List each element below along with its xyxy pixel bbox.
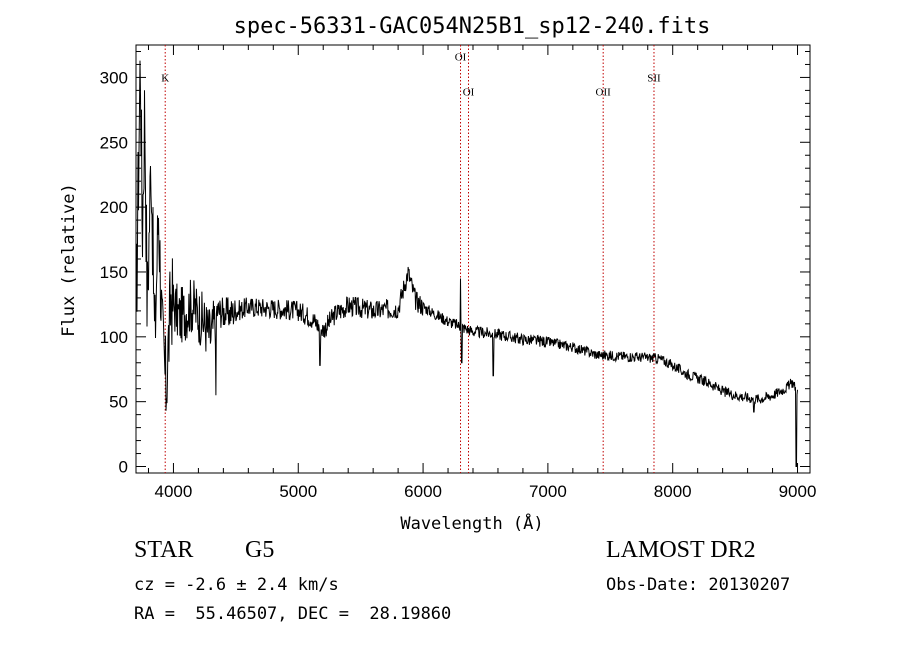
x-tick-label: 5000: [279, 482, 317, 501]
survey-name: LAMOST DR2: [606, 537, 756, 563]
plot-frame: [135, 44, 811, 474]
y-tick-label: 250: [100, 133, 128, 152]
object-class: STAR: [134, 537, 194, 563]
x-tick-label: 9000: [779, 482, 817, 501]
y-tick-label: 150: [100, 263, 128, 282]
line-marker-label: SII: [647, 72, 661, 84]
line-marker-label: OI: [455, 52, 467, 64]
coordinates: RA = 55.46507, DEC = 28.19860: [134, 604, 452, 624]
x-tick-label: 7000: [529, 482, 567, 501]
line-marker-label: K: [161, 72, 169, 84]
y-tick-label: 100: [100, 328, 128, 347]
y-tick-label: 0: [119, 458, 128, 477]
velocity-readout: cz = -2.6 ± 2.4 km/s: [134, 575, 339, 595]
obs-date: Obs-Date: 20130207: [606, 575, 791, 595]
chart-title: spec-56331-GAC054N25B1_sp12-240.fits: [234, 14, 711, 39]
spectrum-series: [135, 60, 798, 467]
spectral-line-markers: K OI OI OII SII: [161, 45, 661, 473]
line-marker-label: OI: [463, 87, 475, 99]
spectrum-line: [135, 60, 798, 467]
object-subclass: G5: [245, 537, 275, 563]
x-tick-label: 6000: [404, 482, 442, 501]
y-tick-label: 50: [109, 393, 128, 412]
axis-ticks: 4000 5000 6000 7000 8000 9000 0 50 100 150 200 250 3…: [100, 45, 817, 501]
y-axis-label: Flux (relative): [59, 183, 79, 337]
y-tick-label: 200: [100, 198, 128, 217]
x-tick-label: 4000: [155, 482, 193, 501]
line-marker-label: OII: [596, 87, 612, 99]
y-tick-label: 300: [100, 68, 128, 87]
x-tick-label: 8000: [654, 482, 692, 501]
x-axis-label: Wavelength (Å): [400, 512, 543, 534]
